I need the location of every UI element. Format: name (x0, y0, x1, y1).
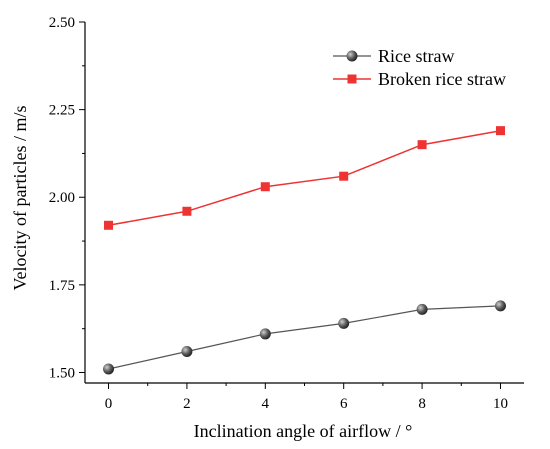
data-point-broken-rice-straw (417, 140, 427, 150)
legend: Rice straw Broken rice straw (333, 46, 506, 89)
series-line-rice-straw (108, 305, 501, 370)
y-tick-label: 2.25 (49, 103, 75, 119)
data-point-broken-rice-straw (495, 126, 505, 136)
legend-marker-broken-rice-straw (347, 74, 357, 84)
data-point-rice-straw (181, 345, 193, 357)
y-tick-label: 2.50 (49, 15, 75, 31)
legend-label-broken-rice-straw: Broken rice straw (378, 69, 506, 89)
y-tick-label: 2.00 (49, 190, 75, 206)
y-axis-title: Velocity of particles / m/s (10, 106, 30, 291)
data-point-broken-rice-straw (182, 206, 192, 216)
axes: 1.50 1.75 2.00 2.25 2.50 0 2 4 6 8 10 (49, 15, 524, 412)
x-tick-label: 0 (105, 396, 113, 412)
data-point-broken-rice-straw (104, 220, 114, 230)
data-point-rice-straw (103, 363, 115, 375)
data-point-broken-rice-straw (260, 182, 270, 192)
x-tick-label: 6 (340, 396, 348, 412)
series-layer (103, 126, 506, 375)
x-axis-title: Inclination angle of airflow / ° (194, 421, 413, 441)
data-point-rice-straw (259, 328, 271, 340)
legend-label-rice-straw: Rice straw (378, 46, 454, 66)
x-tick-label: 10 (493, 396, 508, 412)
legend-marker-rice-straw (346, 50, 358, 62)
data-point-rice-straw (338, 317, 350, 329)
data-point-broken-rice-straw (339, 171, 349, 181)
data-point-rice-straw (494, 300, 506, 312)
y-tick-label: 1.75 (49, 278, 75, 294)
series-line-broken-rice-straw (108, 129, 501, 227)
y-tick-label: 1.50 (49, 365, 75, 381)
x-tick-label: 4 (262, 396, 270, 412)
x-tick-label: 2 (183, 396, 191, 412)
x-tick-label: 8 (418, 396, 426, 412)
data-point-rice-straw (416, 303, 428, 315)
